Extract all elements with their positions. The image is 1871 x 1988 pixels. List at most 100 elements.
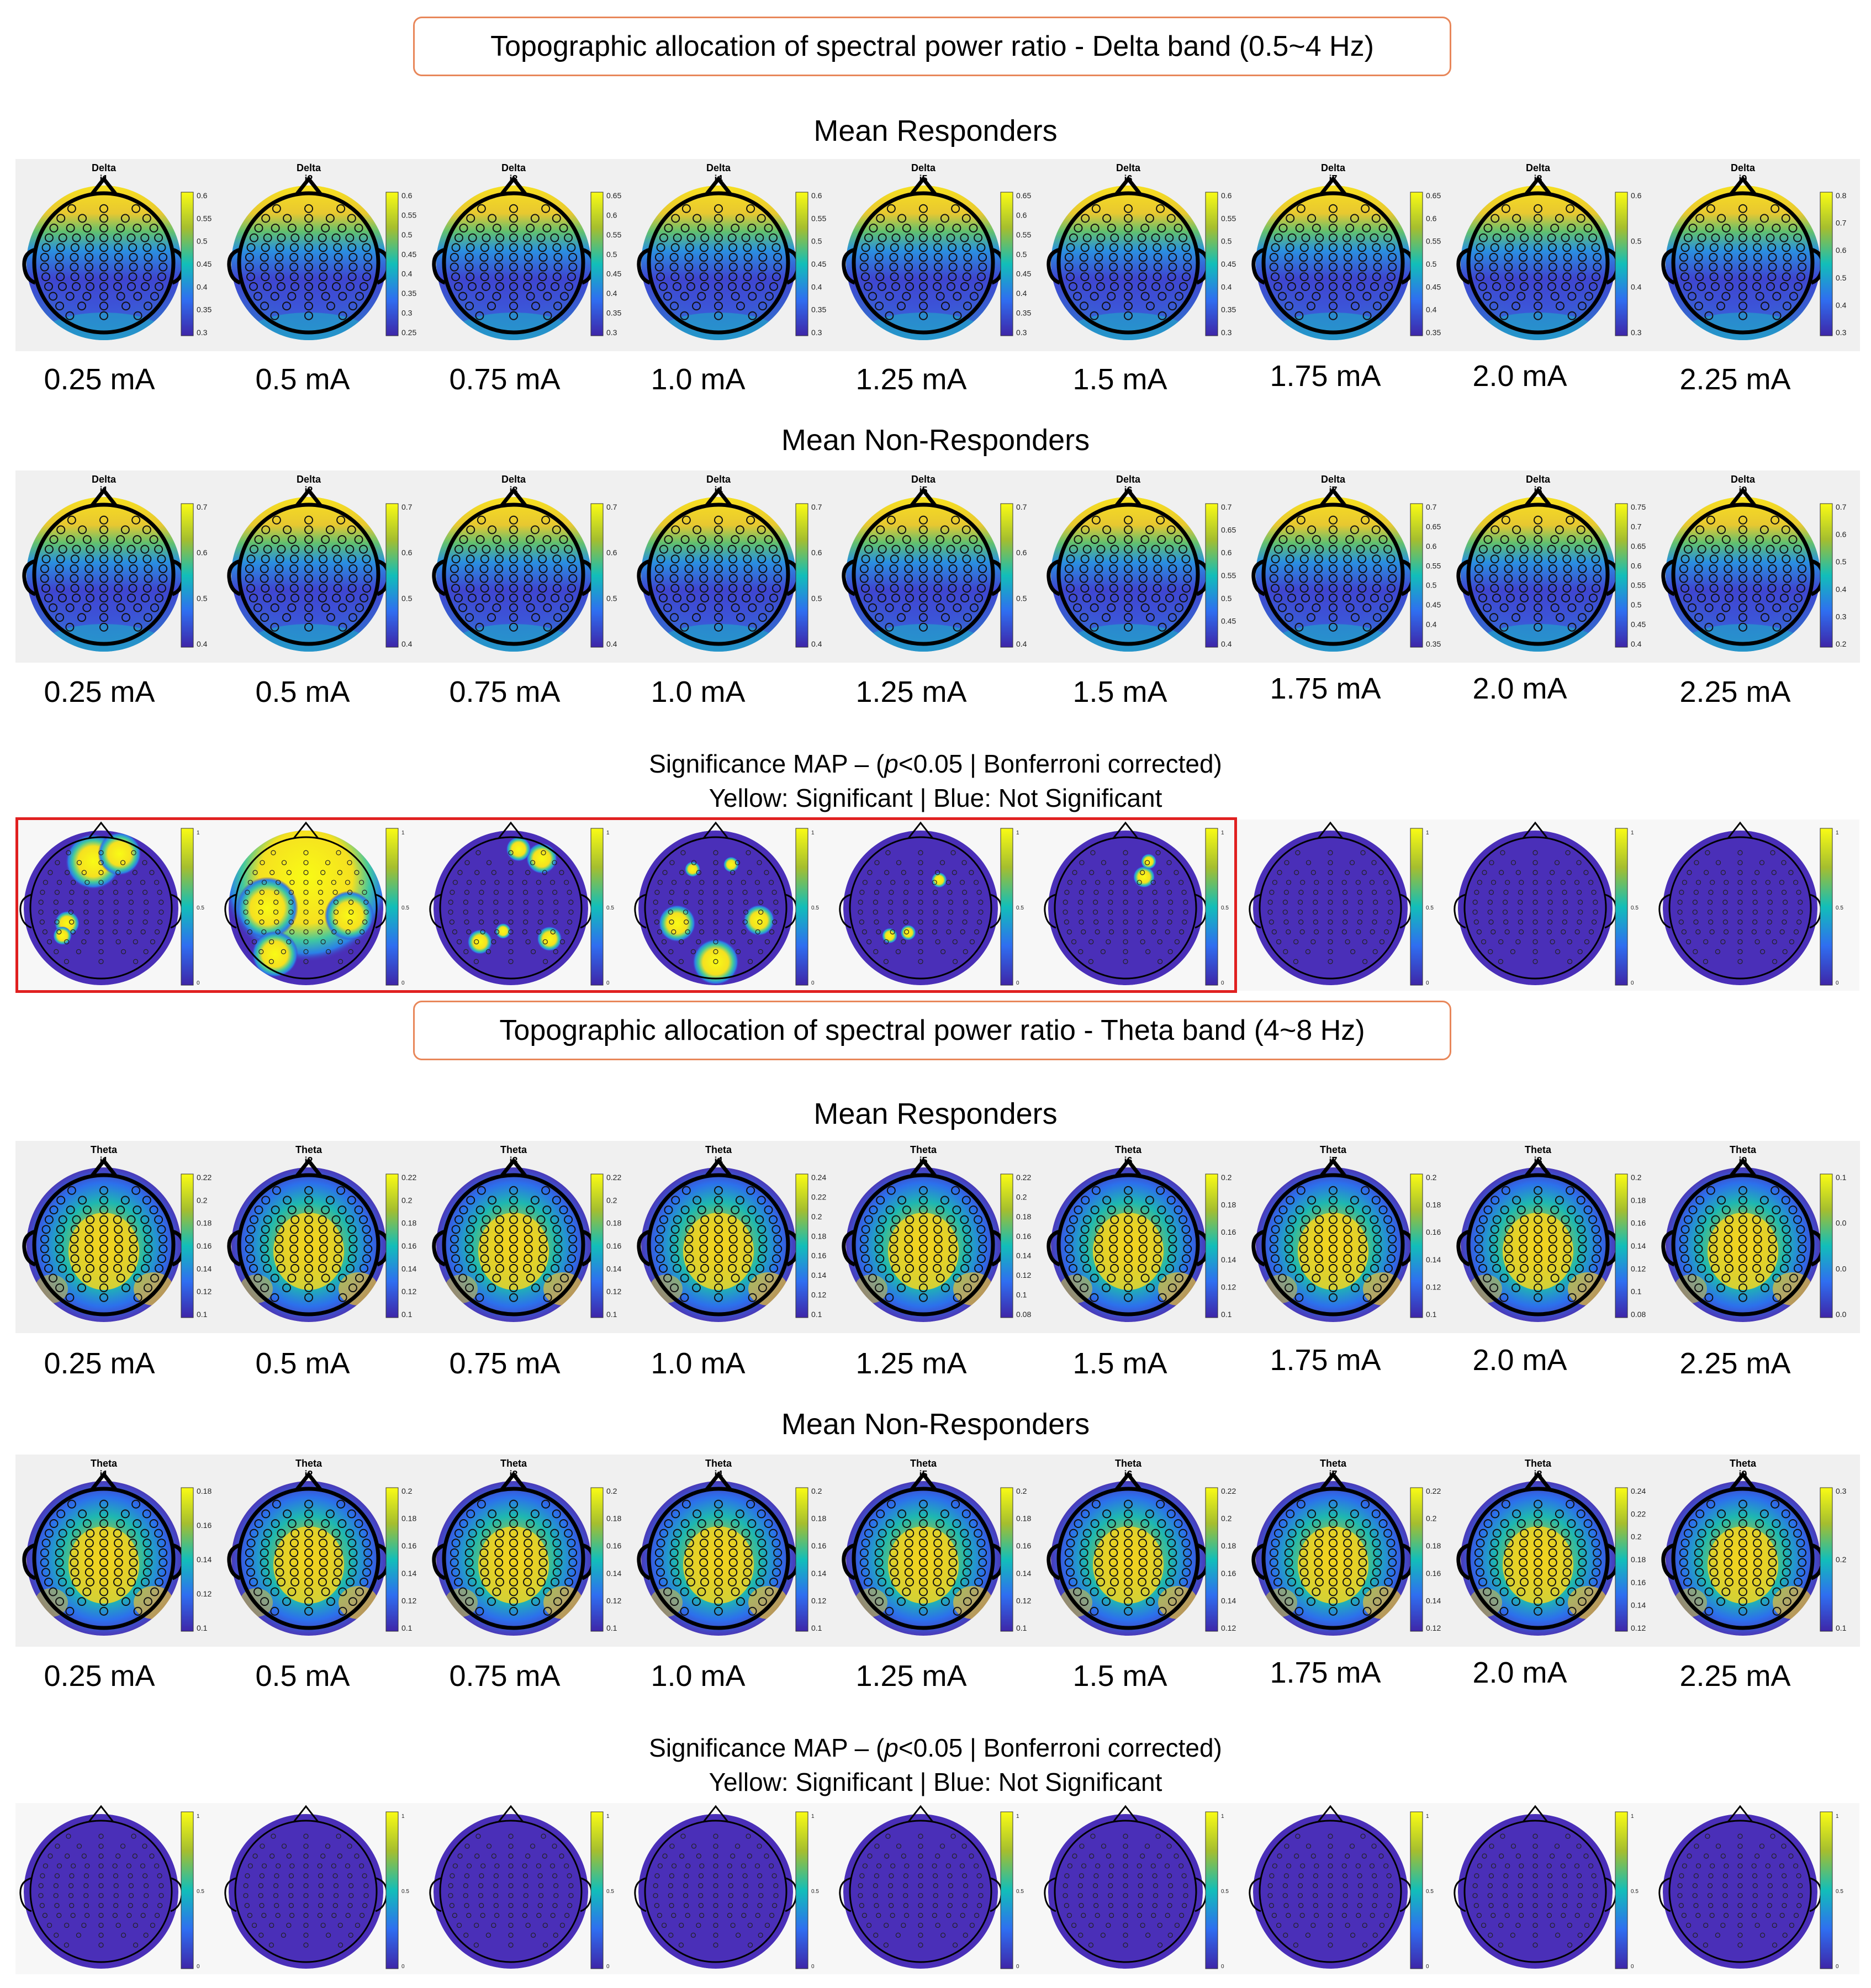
electrode-marker <box>1717 214 1726 223</box>
electrode-marker <box>1767 554 1777 564</box>
colorbar-tick-label: 0.12 <box>197 1589 212 1598</box>
electrode-marker <box>482 233 491 242</box>
electrode-marker <box>552 272 562 282</box>
electrode-marker <box>1783 1548 1792 1557</box>
significant-region <box>467 929 493 954</box>
electrode-marker <box>149 870 155 875</box>
electrode-marker <box>348 900 354 905</box>
electrode-marker <box>1499 1293 1509 1302</box>
electrode-marker <box>1094 252 1103 262</box>
electrode-marker <box>1157 939 1162 945</box>
electrode-marker <box>1102 1509 1112 1519</box>
intensity-id: i5 <box>919 1155 927 1166</box>
electrode-marker <box>953 1273 962 1283</box>
electrode-marker <box>698 1873 704 1879</box>
colorbar-tick-label: 0.6 <box>1836 246 1847 255</box>
electrode-marker <box>1358 1234 1367 1244</box>
left-ear-outline <box>224 1877 237 1912</box>
electrode-marker <box>1563 1234 1572 1244</box>
electrode-marker <box>260 302 269 311</box>
significance-map: 10.50 <box>1245 819 1450 991</box>
electrode-marker <box>568 1893 574 1899</box>
electrode-marker <box>1588 880 1594 885</box>
electrode-marker <box>1109 1568 1118 1577</box>
electrode-marker <box>466 525 475 535</box>
electrode-marker <box>114 1244 123 1254</box>
electrode-marker <box>919 1519 928 1528</box>
electrode-marker <box>1138 1244 1148 1254</box>
electrode-marker <box>523 1903 528 1908</box>
colorbar-tick-label: 0.4 <box>1016 289 1027 298</box>
electrode-marker <box>288 1893 294 1899</box>
electrode-marker <box>654 1558 664 1567</box>
electrode-marker <box>757 1903 763 1908</box>
electrode-marker <box>764 1587 774 1596</box>
electrode-marker <box>1534 1215 1542 1224</box>
intensity-id: i1 <box>99 173 108 184</box>
electrode-marker <box>99 1273 108 1283</box>
electrode-marker <box>668 1883 674 1889</box>
left-ear-outline <box>1454 893 1466 929</box>
left-ear-outline <box>429 893 442 929</box>
electrode-marker <box>127 593 136 602</box>
electrode-marker <box>714 1234 723 1244</box>
electrode-marker <box>72 1529 81 1538</box>
electrode-marker <box>1519 262 1528 272</box>
electrode-marker <box>890 1254 899 1263</box>
electrode-marker <box>1284 564 1293 573</box>
electrode-marker <box>656 1568 665 1577</box>
electrode-marker <box>142 1225 152 1234</box>
electrode-marker <box>1341 880 1347 885</box>
electrode-marker <box>141 1263 150 1273</box>
significance-map: 10.50 <box>1040 819 1245 991</box>
electrode-marker <box>552 919 558 925</box>
colorbar-tick-label: 0.6 <box>606 210 617 219</box>
electrode-marker <box>1577 554 1586 564</box>
electrode-marker <box>337 939 343 945</box>
electrode-marker <box>1064 919 1069 925</box>
electrode-marker <box>44 233 54 242</box>
left-ear-outline <box>1251 559 1266 596</box>
electrode-marker <box>98 1863 104 1869</box>
electrode-marker <box>947 282 956 291</box>
electrode-marker <box>1504 272 1514 282</box>
electrode-marker <box>1372 243 1381 252</box>
electrode-marker <box>99 233 108 242</box>
electrode-marker <box>891 282 900 291</box>
electrode-marker <box>1577 243 1586 252</box>
electrode-marker <box>728 1234 738 1244</box>
electrode-marker <box>552 1568 562 1577</box>
electrode-marker <box>919 282 928 291</box>
electrode-marker <box>464 1234 474 1244</box>
electrode-marker <box>525 1922 531 1928</box>
head-outline <box>442 1173 585 1316</box>
colorbar-tick-label: 0.14 <box>401 1264 416 1273</box>
electrode-marker <box>1472 910 1478 915</box>
electrode-marker <box>69 1903 75 1908</box>
electrode-marker <box>713 1863 718 1869</box>
left-ear-outline <box>842 247 856 285</box>
electrode-marker <box>713 850 718 855</box>
electrode-marker <box>1287 1263 1296 1273</box>
electrode-marker <box>681 1499 691 1509</box>
electrode-marker <box>337 870 342 875</box>
electrode-marker <box>859 564 869 573</box>
electrode-marker <box>1329 1234 1338 1244</box>
electrode-marker <box>1677 910 1683 915</box>
electrode-marker <box>1145 1509 1154 1519</box>
electrode-marker <box>508 1932 514 1938</box>
electrode-marker <box>1167 1225 1176 1234</box>
colorbar-tick-label: 0.2 <box>1836 1555 1847 1564</box>
left-ear-outline <box>842 1543 856 1580</box>
electrode-marker <box>140 1863 146 1869</box>
electrode-marker <box>889 1244 898 1254</box>
electrode-marker <box>1138 262 1148 272</box>
electrode-marker <box>758 900 764 905</box>
electrode-marker <box>714 302 723 311</box>
nose-outline <box>1524 1471 1552 1492</box>
electrode-marker <box>773 564 783 573</box>
electrode-marker <box>1770 1499 1780 1509</box>
electrode-marker <box>919 1283 928 1293</box>
significant-region <box>98 832 141 876</box>
electrode-marker <box>336 515 346 525</box>
